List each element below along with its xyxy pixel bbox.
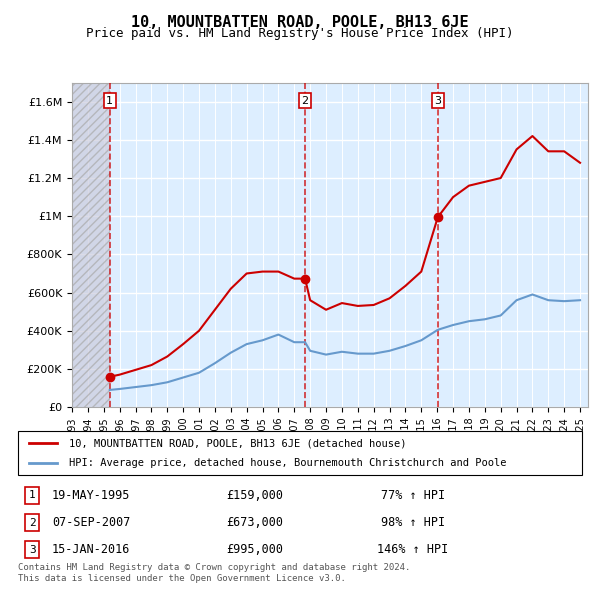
Text: 1: 1 [29, 490, 35, 500]
Text: Contains HM Land Registry data © Crown copyright and database right 2024.
This d: Contains HM Land Registry data © Crown c… [18, 563, 410, 583]
Text: 2: 2 [29, 517, 35, 527]
Text: 15-JAN-2016: 15-JAN-2016 [52, 543, 131, 556]
Text: Price paid vs. HM Land Registry's House Price Index (HPI): Price paid vs. HM Land Registry's House … [86, 27, 514, 40]
Text: 3: 3 [434, 96, 442, 106]
Text: 2: 2 [302, 96, 308, 106]
Text: 19-MAY-1995: 19-MAY-1995 [52, 489, 131, 502]
Text: 10, MOUNTBATTEN ROAD, POOLE, BH13 6JE: 10, MOUNTBATTEN ROAD, POOLE, BH13 6JE [131, 15, 469, 30]
Text: 77% ↑ HPI: 77% ↑ HPI [381, 489, 445, 502]
Text: £673,000: £673,000 [226, 516, 283, 529]
FancyBboxPatch shape [18, 431, 582, 475]
Text: 07-SEP-2007: 07-SEP-2007 [52, 516, 131, 529]
Text: £159,000: £159,000 [226, 489, 283, 502]
Text: 10, MOUNTBATTEN ROAD, POOLE, BH13 6JE (detached house): 10, MOUNTBATTEN ROAD, POOLE, BH13 6JE (d… [69, 438, 406, 448]
Text: 146% ↑ HPI: 146% ↑ HPI [377, 543, 448, 556]
Text: 3: 3 [29, 545, 35, 555]
Text: HPI: Average price, detached house, Bournemouth Christchurch and Poole: HPI: Average price, detached house, Bour… [69, 458, 506, 467]
Text: £995,000: £995,000 [226, 543, 283, 556]
Text: 98% ↑ HPI: 98% ↑ HPI [381, 516, 445, 529]
Text: 1: 1 [106, 96, 113, 106]
